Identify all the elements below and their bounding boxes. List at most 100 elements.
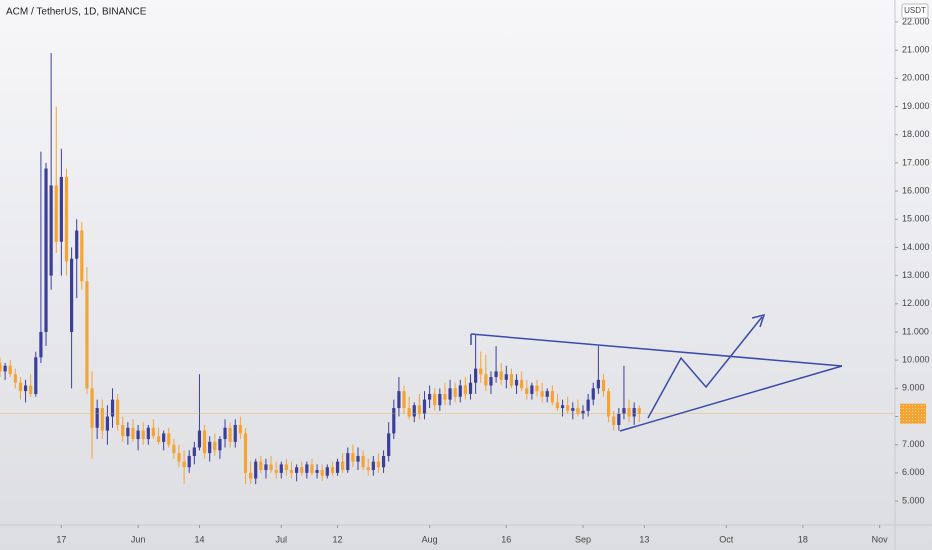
candle-body [305,464,309,473]
candle-body [463,385,467,394]
x-tick-label: Aug [422,534,438,544]
candle-body [18,382,23,392]
candle-body [0,362,2,372]
candle-body [116,399,120,425]
y-tick-label: 16.000 [902,185,930,195]
x-tick-label: Oct [719,534,734,544]
candle-body [637,408,641,414]
trend-line [470,333,843,367]
y-tick-label: 19.000 [902,101,930,111]
candle-body [121,424,125,437]
candle-body [535,385,539,392]
candle-body [54,185,58,242]
x-tick-label: Jun [131,534,146,544]
candle-body [310,464,314,473]
candle-body [591,388,595,400]
candle-body [110,399,115,417]
y-tick-label: 22.000 [902,16,930,26]
y-tick-label: 14.000 [902,242,930,252]
candle-body [566,405,570,411]
candle-body [438,393,442,406]
candle-body [269,464,273,471]
x-tick-label: 13 [639,534,649,544]
y-tick-label: 6.000 [902,467,925,477]
candle-body [238,424,242,434]
candle-body [632,408,636,417]
candle-body [315,470,319,473]
candle-body [612,416,616,425]
y-tick-label: 11.000 [902,326,929,336]
candle-body [504,374,508,380]
y-tick-label: 17.000 [902,157,930,167]
x-tick-label: 16 [501,534,511,544]
candle-body [335,461,340,473]
x-tick-label: Jul [276,534,288,544]
candle-body [494,371,498,378]
candle-body [376,461,381,468]
x-tick-label: Sep [575,534,591,544]
candle-body [23,385,28,392]
candle-body [259,461,263,471]
candle-body [85,281,89,389]
candle-body [264,464,268,471]
candle-body [607,391,611,417]
candle-body [530,385,534,394]
candle-body [146,427,150,440]
candle-body [443,393,447,400]
candle-body [545,391,549,397]
candle-body [402,391,406,409]
x-tick-label: 14 [194,534,204,544]
candle-body [622,408,626,414]
candle-body [407,408,411,417]
x-tick-label: 18 [798,534,808,544]
candle-body [3,365,7,372]
candle-body [95,408,99,428]
y-tick-label: 12.000 [902,298,930,308]
candle-body [489,377,493,386]
arrow-head [751,313,766,328]
candle-body [596,379,600,389]
candle-body [550,391,554,403]
trend-line [619,365,843,432]
unit-box [901,3,929,19]
candle-body [361,455,365,468]
candle-body [80,230,84,282]
candle-body [576,408,580,414]
candle-body [156,436,161,442]
candle-body [397,391,401,409]
candle-body [70,258,74,332]
candle-body [284,464,288,471]
candle-body [356,455,360,462]
candle-body [172,444,176,454]
chart-title: ACM / TetherUS, 1D, BINANCE [6,7,147,18]
candle-body [289,470,294,473]
candle-body [44,168,48,332]
candle-body [474,368,478,383]
y-tick-label: 10.000 [902,355,930,365]
drawings [470,313,843,432]
candle-body [525,388,529,394]
candle-body [213,441,217,451]
candle-body [279,464,283,473]
candle-body [346,453,350,471]
candle-body [29,385,33,394]
candle-body [468,382,473,394]
candle-body [208,441,212,454]
candle-body [182,461,186,468]
candle-body [34,357,38,394]
candle-body [39,331,43,358]
candle-body [202,430,207,454]
candle-body [274,470,278,473]
candle-body [325,467,329,476]
candle-body [8,365,12,375]
candle-body [422,399,427,414]
candle-body [433,393,437,406]
candle-body [520,379,524,389]
candle-body [581,410,585,414]
candle-body [151,427,156,437]
x-tick-label: 12 [333,534,343,544]
candle-body [484,374,488,386]
candle-body [233,424,237,442]
y-tick-label: 7.000 [902,439,925,449]
